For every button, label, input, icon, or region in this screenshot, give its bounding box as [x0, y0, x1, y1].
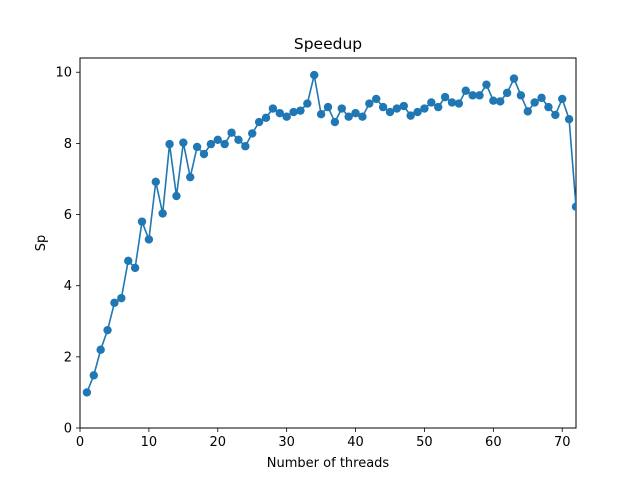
data-point — [516, 91, 526, 100]
x-tick-label: 30 — [278, 435, 295, 450]
data-point — [365, 99, 374, 108]
x-tick-label: 20 — [210, 435, 227, 450]
data-point — [385, 107, 395, 117]
data-point — [282, 112, 291, 121]
data-point — [330, 117, 340, 127]
data-point — [434, 102, 443, 112]
data-point — [399, 101, 408, 111]
data-point — [351, 108, 360, 118]
data-point — [406, 111, 415, 120]
data-point — [413, 107, 422, 117]
data-point — [289, 107, 298, 117]
data-point — [110, 298, 119, 307]
x-axis: 0 10 20 30 40 50 60 70 — [76, 428, 571, 450]
data-point — [186, 172, 195, 182]
y-tick-label: 6 — [64, 208, 72, 223]
data-point — [475, 91, 484, 100]
data-point — [427, 98, 436, 107]
data-point — [89, 371, 98, 380]
x-tick-label: 70 — [554, 435, 571, 450]
data-point — [316, 110, 326, 119]
data-point — [530, 98, 539, 107]
data-point — [310, 70, 319, 80]
x-tick-label: 40 — [347, 435, 364, 450]
data-point — [268, 104, 278, 113]
data-point — [509, 74, 519, 83]
plot-frame — [79, 57, 577, 429]
data-point — [303, 99, 312, 108]
data-point — [206, 139, 216, 149]
data-point — [165, 139, 174, 149]
data-point — [523, 107, 532, 116]
data-point — [275, 108, 284, 118]
data-point — [544, 102, 553, 112]
data-point — [489, 96, 498, 105]
data-point — [82, 388, 92, 397]
data-point — [124, 256, 133, 265]
data-point — [564, 114, 574, 124]
data-point — [241, 142, 250, 151]
data-point — [558, 94, 567, 104]
data-point — [130, 263, 140, 273]
data-point — [447, 98, 457, 107]
y-tick-label: 0 — [64, 422, 72, 437]
chart-title: Speedup — [294, 35, 362, 53]
data-point — [378, 102, 388, 112]
y-tick-label: 2 — [64, 350, 72, 365]
data-point — [234, 135, 243, 145]
data-point — [192, 142, 202, 152]
data-point — [420, 104, 429, 113]
data-point — [392, 104, 402, 113]
x-axis-label: Number of threads — [267, 456, 390, 471]
data-point — [248, 129, 257, 138]
data-point — [220, 139, 229, 149]
data-point — [151, 177, 160, 187]
data-point — [358, 112, 367, 121]
data-point — [344, 112, 353, 121]
data-point — [372, 94, 381, 104]
data-point — [440, 92, 450, 102]
data-point — [296, 106, 305, 115]
data-point — [137, 217, 147, 226]
y-axis-label: Sp — [34, 235, 49, 252]
data-point — [454, 99, 464, 108]
data-point — [172, 191, 181, 201]
data-point — [337, 104, 346, 113]
data-point — [213, 135, 222, 145]
data-point — [261, 113, 271, 122]
y-tick-label: 10 — [55, 66, 72, 81]
x-tick-label: 0 — [76, 435, 84, 450]
data-point — [496, 97, 505, 106]
data-point — [551, 110, 560, 120]
data-point — [103, 325, 112, 335]
data-point — [323, 102, 333, 112]
data-point — [96, 345, 105, 354]
data-point — [468, 91, 477, 100]
data-point — [199, 149, 209, 159]
data-point — [179, 138, 188, 147]
x-tick-label: 60 — [485, 435, 502, 450]
data-point — [571, 202, 576, 211]
x-tick-label: 10 — [141, 435, 158, 450]
x-tick-label: 50 — [416, 435, 433, 450]
data-point — [461, 86, 470, 95]
data-point — [158, 209, 167, 218]
data-point — [144, 235, 154, 244]
data-point — [254, 117, 264, 127]
data-point — [117, 293, 126, 303]
data-point — [482, 80, 491, 89]
data-point — [502, 88, 512, 98]
data-point — [537, 93, 546, 103]
plot-area — [79, 57, 577, 429]
y-axis: 0 2 4 6 8 10 — [55, 66, 80, 437]
y-tick-label: 4 — [64, 279, 72, 294]
series-markers — [82, 70, 576, 397]
data-point — [227, 128, 236, 137]
y-tick-label: 8 — [64, 137, 72, 152]
